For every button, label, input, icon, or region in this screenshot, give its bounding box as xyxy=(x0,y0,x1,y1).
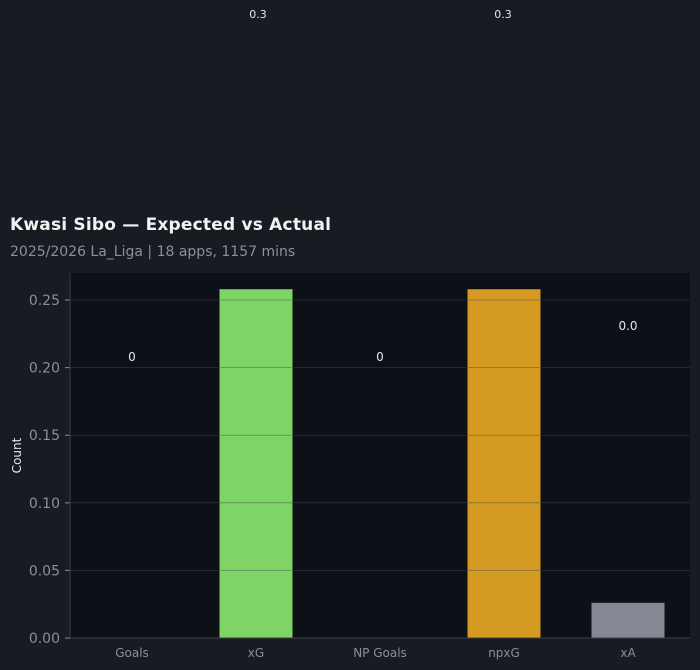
data-label: 0 xyxy=(376,350,384,364)
y-tick-label: 0.25 xyxy=(29,293,60,309)
y-tick-label: 0.15 xyxy=(29,428,60,444)
x-tick-label: NP Goals xyxy=(353,646,407,660)
x-tick-label: xG xyxy=(248,646,264,660)
bar-xa xyxy=(591,602,665,638)
chart-subtitle: 2025/2026 La_Liga | 18 apps, 1157 mins xyxy=(10,244,296,260)
overflow-label-npxg: 0.3 xyxy=(494,8,512,21)
x-tick-label: npxG xyxy=(488,646,520,660)
bar-npxg xyxy=(467,289,541,638)
chart-title: Kwasi Sibo — Expected vs Actual xyxy=(10,215,332,235)
y-tick-label: 0.10 xyxy=(29,496,60,512)
x-tick-label: xA xyxy=(620,646,636,660)
data-label: 0.0 xyxy=(618,319,637,333)
overflow-value-labels: 0.3 0.3 xyxy=(0,0,700,40)
plot-area xyxy=(70,273,690,638)
data-label: 0 xyxy=(128,350,136,364)
bar-xg xyxy=(219,289,293,638)
y-axis-label: Count xyxy=(10,437,24,473)
x-tick-label: Goals xyxy=(115,646,149,660)
overflow-label-xg: 0.3 xyxy=(249,8,267,21)
y-tick-label: 0.00 xyxy=(29,631,60,647)
y-tick-label: 0.20 xyxy=(29,361,60,377)
y-tick-label: 0.05 xyxy=(29,563,60,579)
